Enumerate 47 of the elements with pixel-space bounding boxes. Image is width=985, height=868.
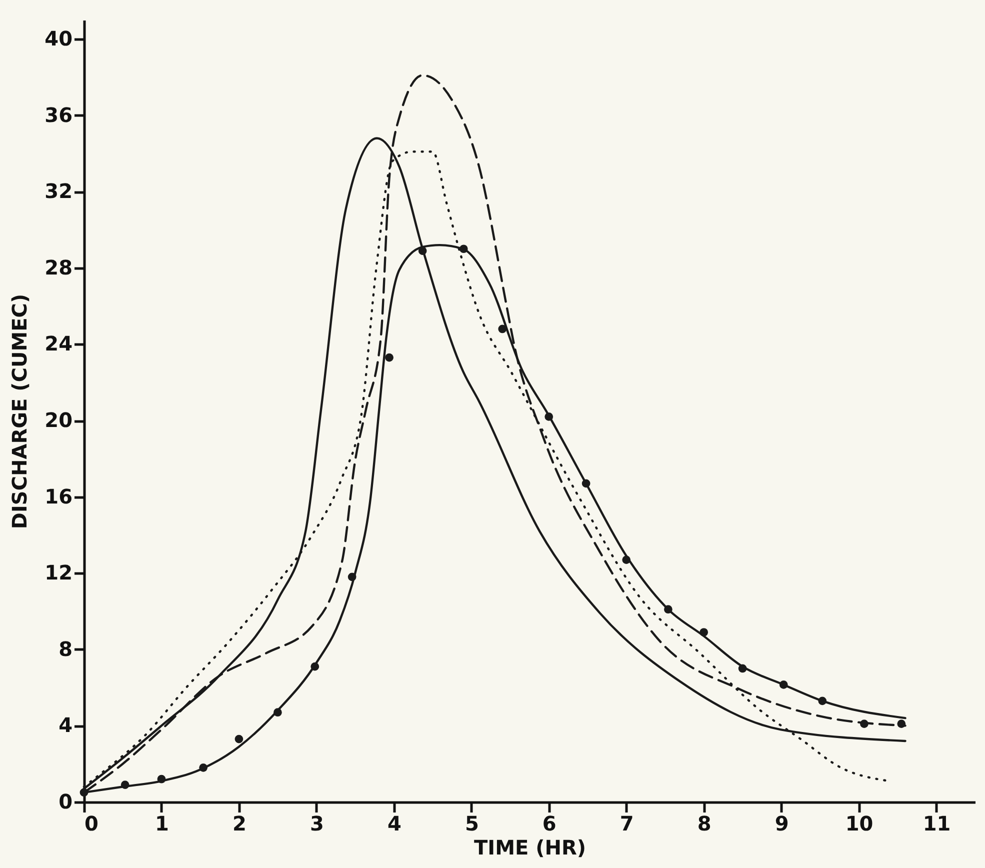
- x-tick-label: 2: [232, 812, 246, 836]
- point: [582, 479, 590, 488]
- point: [157, 774, 166, 784]
- x-tick-label: 5: [464, 812, 479, 836]
- y-tick-label: 4: [58, 713, 72, 738]
- x-tick-label: 7: [620, 812, 634, 836]
- y-tick-label: 28: [44, 255, 72, 280]
- point: [498, 324, 507, 334]
- y-tick-label: 40: [44, 26, 72, 51]
- point: [700, 628, 708, 636]
- x-tick-label: 1: [155, 812, 169, 836]
- point: [459, 244, 468, 254]
- point: [234, 734, 244, 744]
- point: [80, 788, 88, 797]
- point: [622, 556, 631, 564]
- x-tick-label: 0: [84, 812, 98, 836]
- point: [664, 605, 672, 614]
- y-tick-label: 32: [44, 179, 72, 204]
- point: [860, 720, 868, 728]
- point: [385, 353, 394, 362]
- y-tick-label: 36: [44, 102, 72, 127]
- point: [120, 780, 130, 790]
- point: [897, 720, 906, 728]
- point: [738, 664, 747, 673]
- point: [274, 708, 282, 717]
- y-tick-label: 0: [58, 790, 72, 814]
- point: [348, 572, 356, 582]
- y-tick-label: 24: [44, 332, 72, 356]
- x-tick-label: 4: [387, 812, 402, 836]
- x-tick-label: 11: [922, 812, 951, 836]
- x-tick-label: 6: [542, 812, 556, 836]
- point: [310, 662, 320, 671]
- point: [418, 246, 427, 255]
- x-tick-label: 8: [697, 812, 712, 836]
- x-axis-title: TIME (HR): [474, 836, 586, 860]
- point: [199, 763, 208, 772]
- point: [544, 412, 554, 421]
- y-tick-label: 16: [44, 484, 72, 508]
- y-tick-label: 8: [58, 636, 72, 661]
- point: [779, 680, 788, 689]
- x-tick-label: 10: [845, 812, 874, 836]
- x-tick-label: 3: [310, 812, 324, 836]
- y-tick-label: 12: [44, 560, 72, 585]
- point: [818, 696, 827, 706]
- y-axis-title: DISCHARGE (CUMEC): [8, 294, 32, 530]
- x-tick-label: 9: [774, 812, 789, 836]
- y-tick-label: 20: [44, 408, 72, 432]
